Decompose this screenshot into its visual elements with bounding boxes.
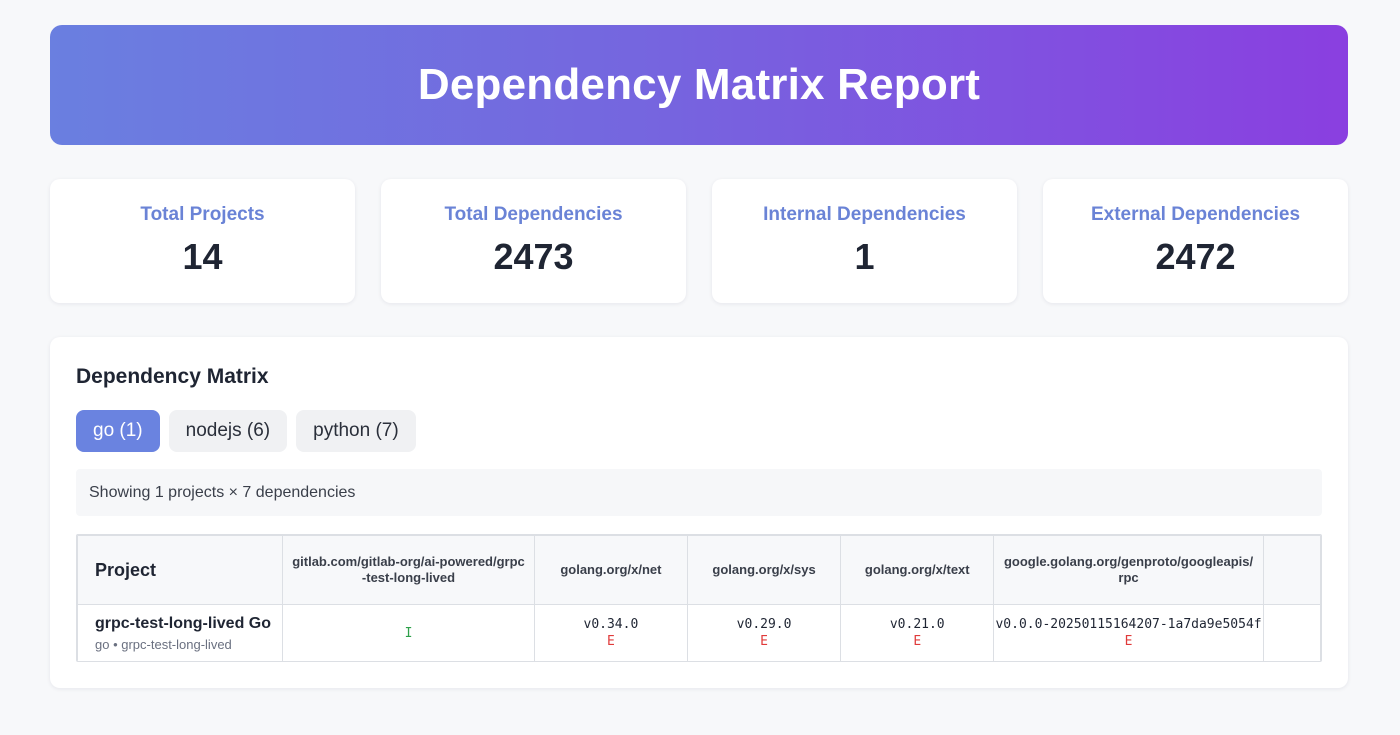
section-title: Dependency Matrix: [76, 365, 269, 388]
matrix-cell: v0.21.0 E: [840, 604, 995, 661]
stat-value: 2472: [1155, 236, 1236, 277]
project-cell: grpc-test-long-lived Go go • grpc-test-l…: [77, 604, 284, 661]
stat-card-total-projects: Total Projects 14: [50, 179, 355, 303]
matrix-cell: v0.29.0 E: [686, 604, 842, 661]
stat-card-internal-dependencies: Internal Dependencies 1: [712, 179, 1017, 303]
column-header-project: Project: [77, 535, 284, 605]
matrix-cell-overflow: [1262, 604, 1321, 661]
column-header-dependency: golang.org/x/net: [533, 535, 688, 605]
external-marker: E: [1124, 634, 1133, 649]
column-header-dependency: golang.org/x/text: [840, 535, 995, 605]
stat-card-total-dependencies: Total Dependencies 2473: [381, 179, 686, 303]
dependency-version: v0.34.0: [583, 617, 639, 632]
project-meta: go • grpc-test-long-lived: [95, 636, 232, 652]
stat-label: Total Dependencies: [444, 204, 623, 225]
column-header-dependency-overflow: [1262, 535, 1321, 605]
report-header: Dependency Matrix Report: [50, 25, 1348, 145]
tab-nodejs[interactable]: nodejs (6): [168, 410, 288, 452]
stat-value: 14: [182, 236, 223, 277]
column-header-dependency: google.golang.org/genproto/googleapis/rp…: [993, 535, 1264, 605]
tab-python[interactable]: python (7): [296, 410, 416, 452]
external-marker: E: [606, 634, 615, 649]
stat-value: 2473: [493, 236, 574, 277]
page-title: Dependency Matrix Report: [417, 60, 981, 109]
internal-marker: I: [404, 625, 413, 641]
project-name: grpc-test-long-lived Go: [95, 614, 271, 632]
external-marker: E: [760, 634, 768, 649]
stat-label: Total Projects: [140, 204, 265, 225]
stat-value: 1: [854, 236, 875, 277]
matrix-cell: I: [282, 604, 535, 661]
dependency-matrix-table: Project gitlab.com/gitlab-org/ai-powered…: [77, 535, 1321, 661]
stats-row: Total Projects 14 Total Dependencies 247…: [50, 179, 1348, 303]
column-header-dependency: golang.org/x/sys: [686, 535, 842, 605]
table-header-row: Project gitlab.com/gitlab-org/ai-powered…: [77, 535, 1321, 605]
dependency-version: v0.21.0: [889, 617, 945, 632]
stat-label: Internal Dependencies: [763, 204, 966, 225]
matrix-cell: v0.34.0 E: [533, 604, 688, 661]
external-marker: E: [913, 634, 922, 649]
dependency-version: v0.0.0-20250115164207-1a7da9e5054f: [995, 617, 1262, 632]
dependency-version: v0.29.0: [736, 617, 792, 632]
stat-label: External Dependencies: [1090, 204, 1301, 225]
matrix-table-scroll[interactable]: Project gitlab.com/gitlab-org/ai-powered…: [76, 534, 1322, 662]
ecosystem-tabs: go (1) nodejs (6) python (7): [76, 410, 416, 452]
dependency-matrix-panel: Dependency Matrix go (1) nodejs (6) pyth…: [50, 337, 1348, 688]
column-header-dependency: gitlab.com/gitlab-org/ai-powered/grpc-te…: [282, 535, 535, 605]
table-row: grpc-test-long-lived Go go • grpc-test-l…: [77, 604, 1321, 661]
tab-go[interactable]: go (1): [76, 410, 160, 452]
matrix-cell: v0.0.0-20250115164207-1a7da9e5054f E: [993, 604, 1264, 661]
matrix-summary: Showing 1 projects × 7 dependencies: [76, 469, 1322, 516]
stat-card-external-dependencies: External Dependencies 2472: [1043, 179, 1348, 303]
